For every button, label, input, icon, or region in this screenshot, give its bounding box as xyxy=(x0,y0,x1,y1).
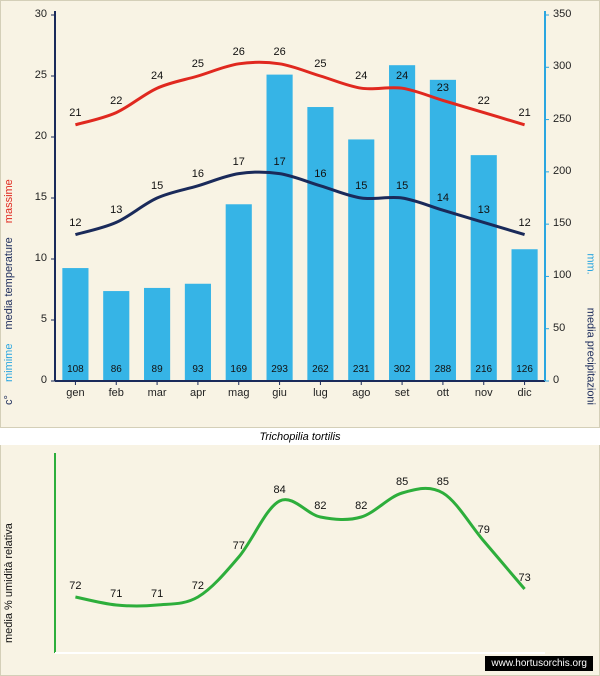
humidity-label: 72 xyxy=(192,580,204,592)
left-axis-segment: massime xyxy=(3,179,15,223)
humidity-label: 71 xyxy=(151,588,163,600)
precip-tick: 300 xyxy=(553,60,571,72)
humidity-label: 82 xyxy=(355,500,367,512)
month-label: mag xyxy=(228,387,249,399)
left-axis-label: c° mimime media temperature massime xyxy=(3,165,15,405)
precip-value-label: 126 xyxy=(516,364,533,375)
precip-value-label: 93 xyxy=(192,364,203,375)
month-label: set xyxy=(395,387,410,399)
month-label: giu xyxy=(272,387,287,399)
temp-min-label: 16 xyxy=(192,168,204,180)
temp-max-label: 24 xyxy=(151,70,163,82)
climate-chart-panel: 108 86 89 93 169 293 262 231 302 288 216 126 0 5 10 15 2… xyxy=(0,0,600,428)
temp-max-label: 25 xyxy=(314,58,326,70)
temp-max-line xyxy=(75,62,524,125)
temp-max-label: 22 xyxy=(478,95,490,107)
temp-min-label: 12 xyxy=(69,217,81,229)
humidity-label: 72 xyxy=(69,580,81,592)
precip-value-label: 216 xyxy=(475,364,492,375)
precip-bar xyxy=(430,80,456,381)
precip-value-label: 86 xyxy=(111,364,122,375)
precip-value-label: 262 xyxy=(312,364,329,375)
temp-min-label: 13 xyxy=(478,204,490,216)
precip-bar xyxy=(512,249,538,381)
temp-max-label: 26 xyxy=(233,46,245,58)
precip-tick: 50 xyxy=(553,322,565,334)
temp-max-label: 22 xyxy=(110,95,122,107)
left-axis-segment: mimime xyxy=(3,344,15,383)
temp-min-label: 17 xyxy=(273,156,285,168)
month-label: nov xyxy=(475,387,493,399)
precip-tick: 100 xyxy=(553,269,571,281)
precip-tick: 0 xyxy=(553,374,559,386)
right-axis-label: mm. media precipitazioni xyxy=(585,253,597,405)
precip-value-label: 169 xyxy=(230,364,247,375)
humidity-line xyxy=(75,488,524,606)
humidity-label: 85 xyxy=(437,476,449,488)
temp-tick: 15 xyxy=(35,191,47,203)
precip-bar xyxy=(226,204,252,381)
left-axis-unit: c° xyxy=(3,392,15,405)
temp-min-label: 15 xyxy=(151,180,163,192)
month-label: ago xyxy=(352,387,370,399)
temp-min-label: 13 xyxy=(110,204,122,216)
temp-min-label: 16 xyxy=(314,168,326,180)
precip-bar xyxy=(389,65,415,381)
temp-max-label: 21 xyxy=(69,107,81,119)
humidity-label: 85 xyxy=(396,476,408,488)
precip-tick: 250 xyxy=(553,113,571,125)
precip-value-label: 293 xyxy=(271,364,288,375)
right-axis-unit: mm. xyxy=(585,253,597,277)
temp-min-label: 15 xyxy=(355,180,367,192)
temp-max-label: 24 xyxy=(355,70,367,82)
month-label: ott xyxy=(437,387,449,399)
temp-min-label: 15 xyxy=(396,180,408,192)
humidity-label: 77 xyxy=(233,540,245,552)
humidity-label: 82 xyxy=(314,500,326,512)
temp-tick: 25 xyxy=(35,69,47,81)
temp-max-label: 21 xyxy=(518,107,530,119)
precip-tick: 150 xyxy=(553,217,571,229)
temp-min-label: 17 xyxy=(233,156,245,168)
humidity-axis-label: media % umidità relativa xyxy=(3,523,15,643)
precip-bar xyxy=(471,155,497,381)
humidity-label: 73 xyxy=(518,572,530,584)
precip-value-label: 108 xyxy=(67,364,84,375)
temp-tick: 0 xyxy=(41,374,47,386)
humidity-chart-panel: www.hortusorchis.org 7271717277848282858… xyxy=(0,445,600,676)
humidity-label: 84 xyxy=(273,484,285,496)
precip-bar xyxy=(267,75,293,381)
precip-bar xyxy=(348,139,374,381)
temp-tick: 30 xyxy=(35,8,47,20)
species-caption: Trichopilia tortilis xyxy=(0,428,600,445)
month-label: feb xyxy=(109,387,124,399)
right-axis-text: media precipitazioni xyxy=(585,308,597,405)
precip-tick: 200 xyxy=(553,165,571,177)
precip-value-label: 89 xyxy=(152,364,163,375)
temp-max-label: 24 xyxy=(396,70,408,82)
temp-max-label: 23 xyxy=(437,82,449,94)
precip-tick: 350 xyxy=(553,8,571,20)
month-label: lug xyxy=(313,387,328,399)
month-label: mar xyxy=(148,387,167,399)
precip-bar xyxy=(307,107,333,381)
temp-max-label: 25 xyxy=(192,58,204,70)
month-label: gen xyxy=(66,387,84,399)
month-label: dic xyxy=(518,387,532,399)
month-label: apr xyxy=(190,387,206,399)
left-axis-segment: media temperature xyxy=(3,237,15,329)
temp-min-line xyxy=(75,172,524,235)
temp-max-label: 26 xyxy=(273,46,285,58)
humidity-label: 71 xyxy=(110,588,122,600)
temp-tick: 20 xyxy=(35,130,47,142)
temp-min-label: 12 xyxy=(518,217,530,229)
precip-value-label: 288 xyxy=(435,364,452,375)
temp-tick: 5 xyxy=(41,313,47,325)
temp-min-label: 14 xyxy=(437,192,449,204)
precip-value-label: 231 xyxy=(353,364,370,375)
temp-tick: 10 xyxy=(35,252,47,264)
humidity-label: 79 xyxy=(478,524,490,536)
precip-value-label: 302 xyxy=(394,364,411,375)
